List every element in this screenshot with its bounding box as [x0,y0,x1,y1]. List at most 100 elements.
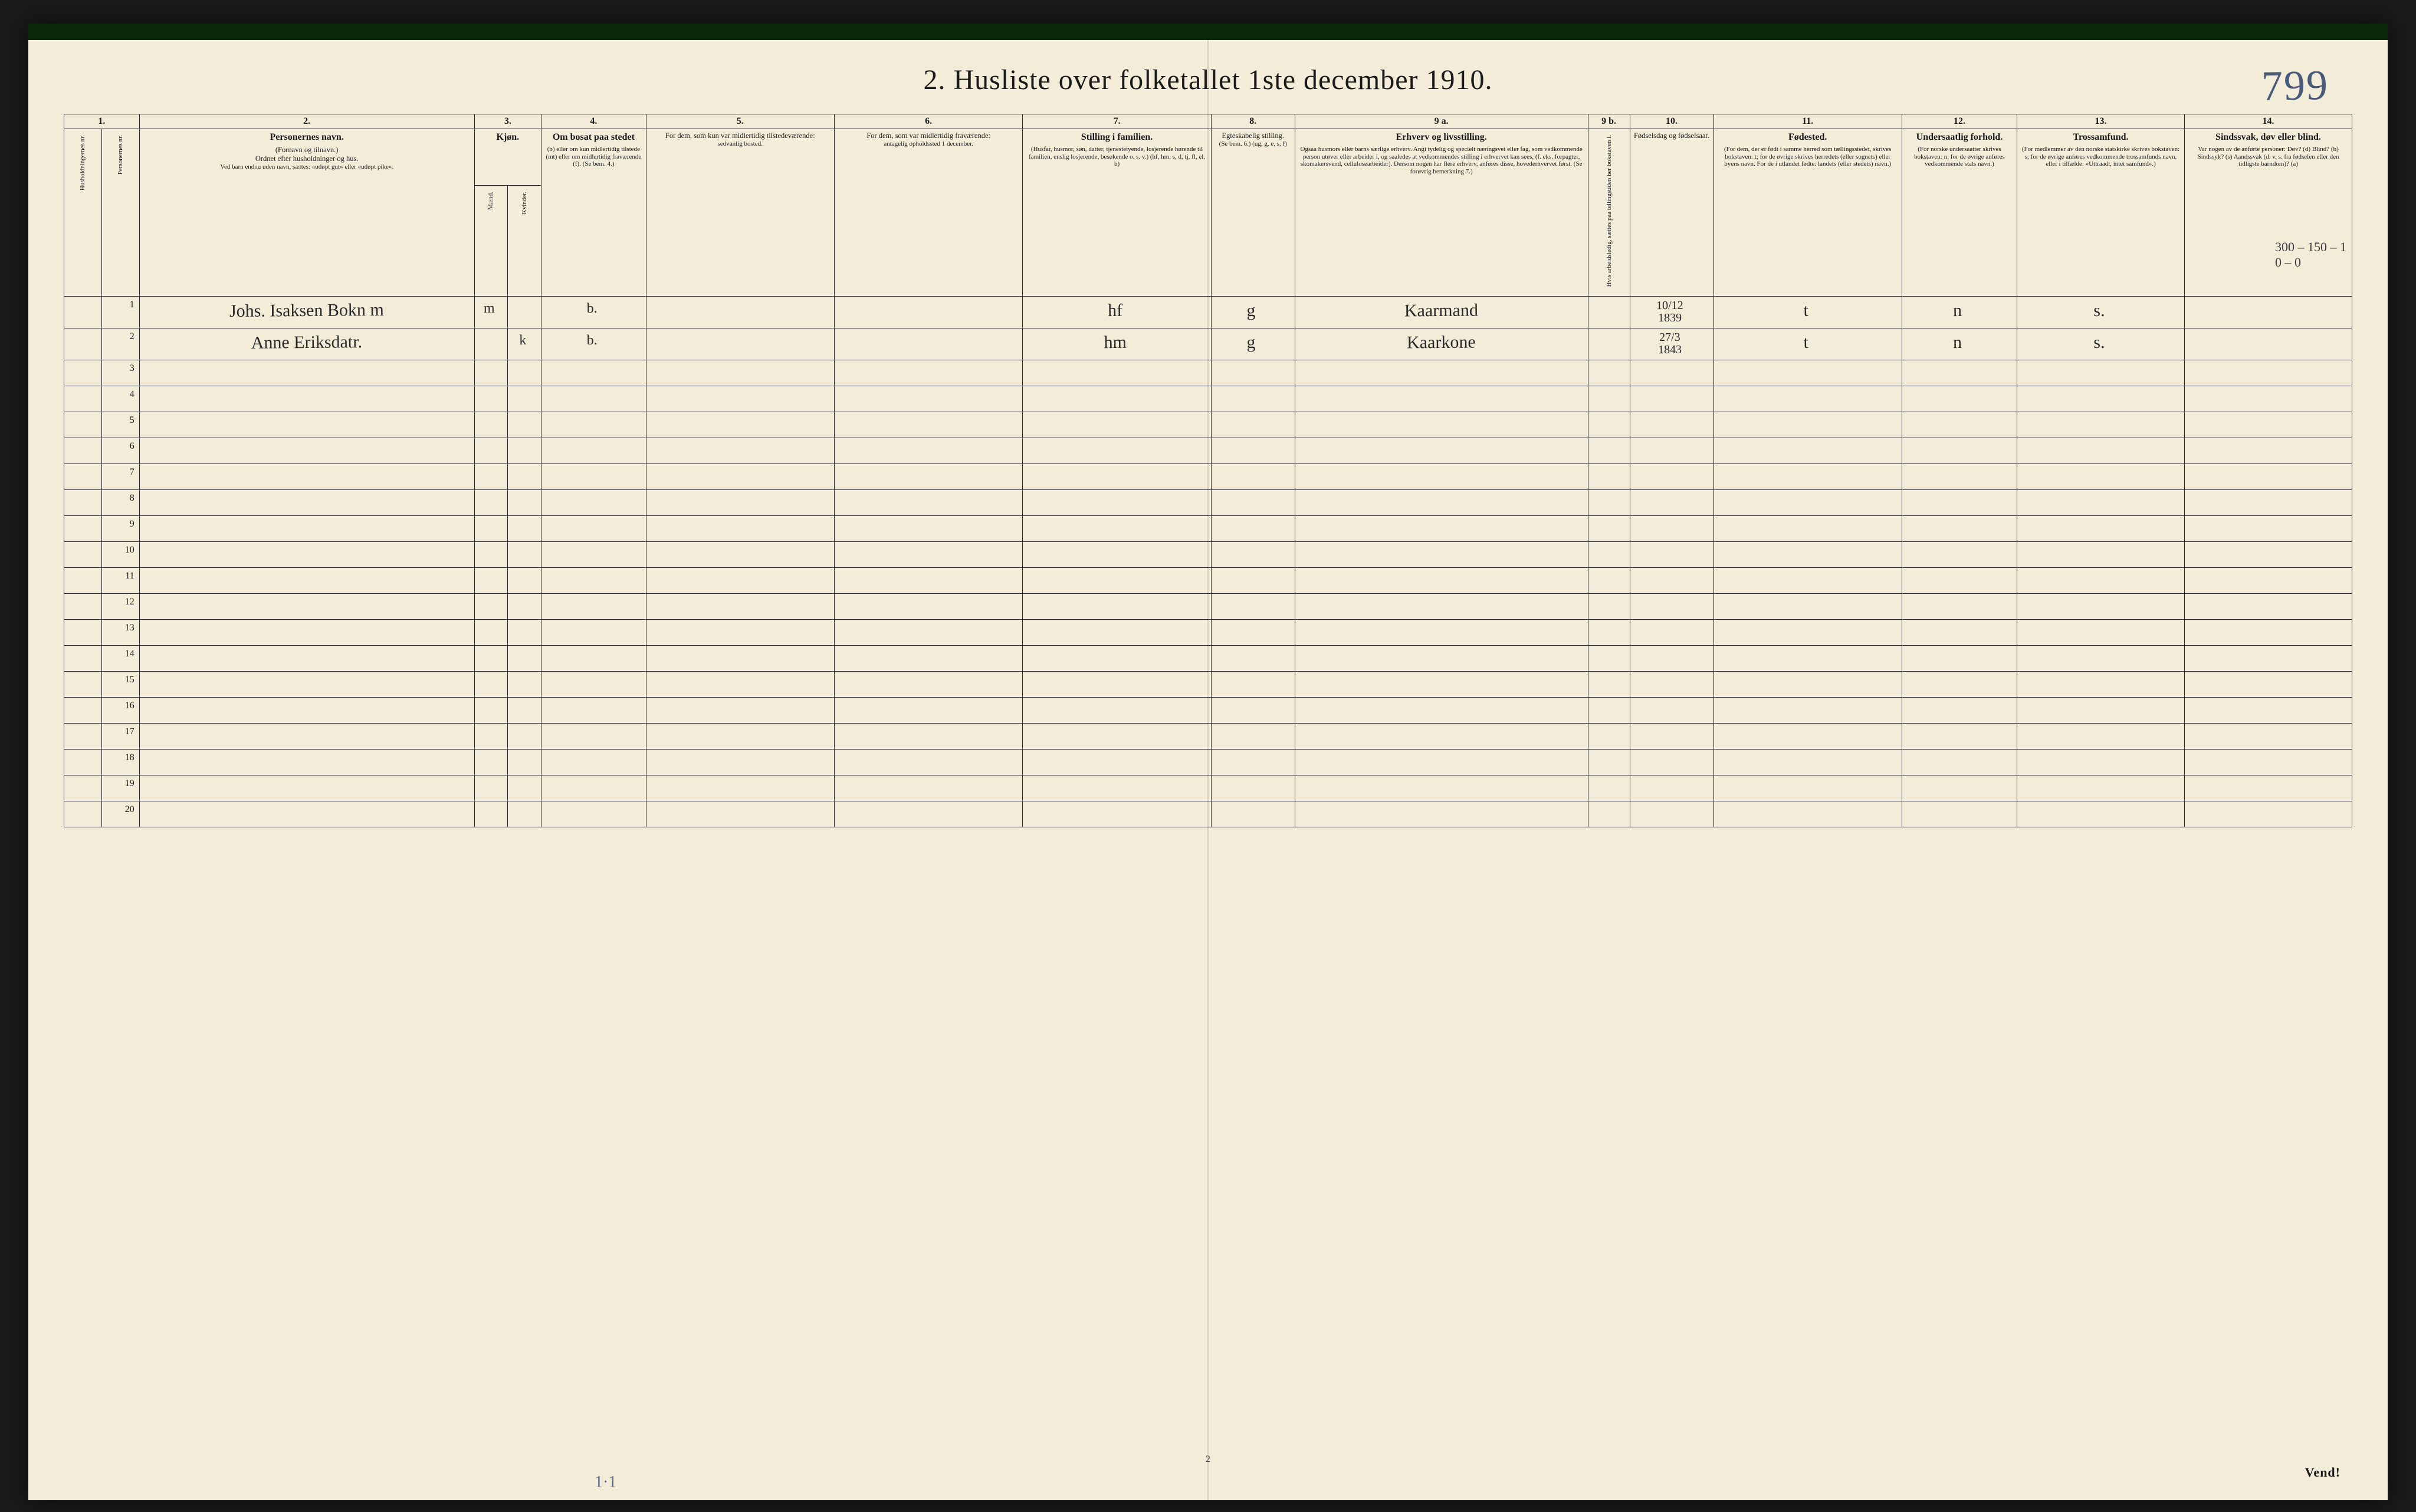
cell-empty [2017,438,2185,464]
header-col11-body: (For dem, der er født i samme herred som… [1718,146,1898,168]
table-row: 4 [64,386,2352,412]
cell-empty [1713,672,1902,698]
cell-empty [834,386,1022,412]
header-col8: Egteskabelig stilling. (Se bem. 6.) (ug,… [1211,129,1295,297]
cell-empty [1588,672,1630,698]
cell-empty [834,620,1022,646]
cell-empty [1713,620,1902,646]
cell-egt: g [1211,296,1295,328]
cell-empty [541,386,646,412]
header-col8-title: Egteskabelig stilling. [1215,132,1291,140]
header-col13: Trossamfund. (For medlemmer av den norsk… [2017,129,2185,297]
cell-empty [1023,360,1211,386]
cell-sex-k [508,297,541,328]
cell-empty [2017,594,2185,620]
title-row: 2. Husliste over folketallet 1ste decemb… [64,64,2352,96]
cell-empty [2017,412,2185,438]
cell-empty [2017,516,2185,542]
row-person-nr: 7 [101,464,139,490]
cell-empty [646,386,834,412]
table-row: 8 [64,490,2352,516]
cell-empty [139,620,474,646]
cell-empty [1588,516,1630,542]
cell-empty [139,490,474,516]
header-col10: Fødselsdag og fødselsaar. [1630,129,1713,297]
cell-empty [1713,698,1902,724]
row-husholdning-nr [64,516,102,542]
cell-empty [1630,801,1713,827]
bottom-pencil-mark: 1·1 [595,1473,616,1492]
cell-empty [508,516,541,542]
cell-empty [139,464,474,490]
cell-empty [1211,542,1295,568]
cell-empty [1902,620,2017,646]
cell-empty [646,464,834,490]
cell-empty [1295,464,1588,490]
cell-empty [1295,646,1588,672]
cell-empty [541,594,646,620]
cell-empty [834,516,1022,542]
cell-empty [474,750,508,775]
cell-empty [1023,672,1211,698]
cell-fodested: t [1713,295,1902,329]
cell-empty [474,360,508,386]
header-col9a-title: Erhverv og livsstilling. [1299,132,1584,143]
cell-empty [139,750,474,775]
cell-empty [2017,464,2185,490]
cell-empty [1713,360,1902,386]
cell-empty [508,568,541,594]
row-husholdning-nr [64,698,102,724]
cell-empty [1211,386,1295,412]
table-row: 10 [64,542,2352,568]
cell-empty [2184,438,2352,464]
cell-empty [646,775,834,801]
cell-empty [541,542,646,568]
cell-empty [2184,672,2352,698]
cell-empty [1588,775,1630,801]
cell-empty [139,724,474,750]
row-person-nr: 17 [101,724,139,750]
header-husholdning-nr: Husholdningernes nr. [64,129,102,297]
census-page: 2. Husliste over folketallet 1ste decemb… [28,24,2388,1500]
cell-empty [541,464,646,490]
cell-empty [1588,438,1630,464]
cell-empty [1588,620,1630,646]
cell-empty [2017,646,2185,672]
cell-empty [1630,750,1713,775]
cell-empty [508,360,541,386]
cell-empty [508,386,541,412]
header-col5: For dem, som kun var midlertidig tilsted… [646,129,834,297]
header-sex: Kjøn. [474,129,541,186]
cell-empty [1295,412,1588,438]
header-col6-body: antagelig opholdssted 1 december. [838,140,1019,148]
cell-empty [541,620,646,646]
cell-empty [139,801,474,827]
header-col7-title: Stilling i familien. [1026,132,1207,143]
cell-empty [1023,750,1211,775]
header-name-l2: Ordnet efter husholdninger og hus. [143,155,471,163]
cell-empty [1295,594,1588,620]
table-row: 1Johs. Isaksen Bokn mmb.hfgKaarmand10/12… [64,297,2352,328]
cell-empty [1630,724,1713,750]
header-bosat-body: (b) eller om kun midlertidig tilstede (m… [545,146,642,168]
cell-empty [508,490,541,516]
cell-empty [1902,750,2017,775]
row-husholdning-nr [64,646,102,672]
cell-empty [1023,801,1211,827]
cell-empty [646,646,834,672]
header-labels-row: Husholdningernes nr. Personernes nr. Per… [64,129,2352,186]
cell-sex-m: m [474,297,508,328]
cell-empty [1630,594,1713,620]
row-person-nr: 4 [101,386,139,412]
header-col12-title: Undersaatlig forhold. [1906,132,2013,143]
cell-empty [139,542,474,568]
cell-empty [474,672,508,698]
cell-empty [1713,775,1902,801]
cell-empty [1211,646,1295,672]
margin-note-line2: 0 – 0 [2275,255,2346,270]
cell-empty [2184,464,2352,490]
row-person-nr: 5 [101,412,139,438]
cell-empty [1902,464,2017,490]
cell-empty [646,438,834,464]
cell-erhverv: Kaarmand [1295,295,1588,330]
